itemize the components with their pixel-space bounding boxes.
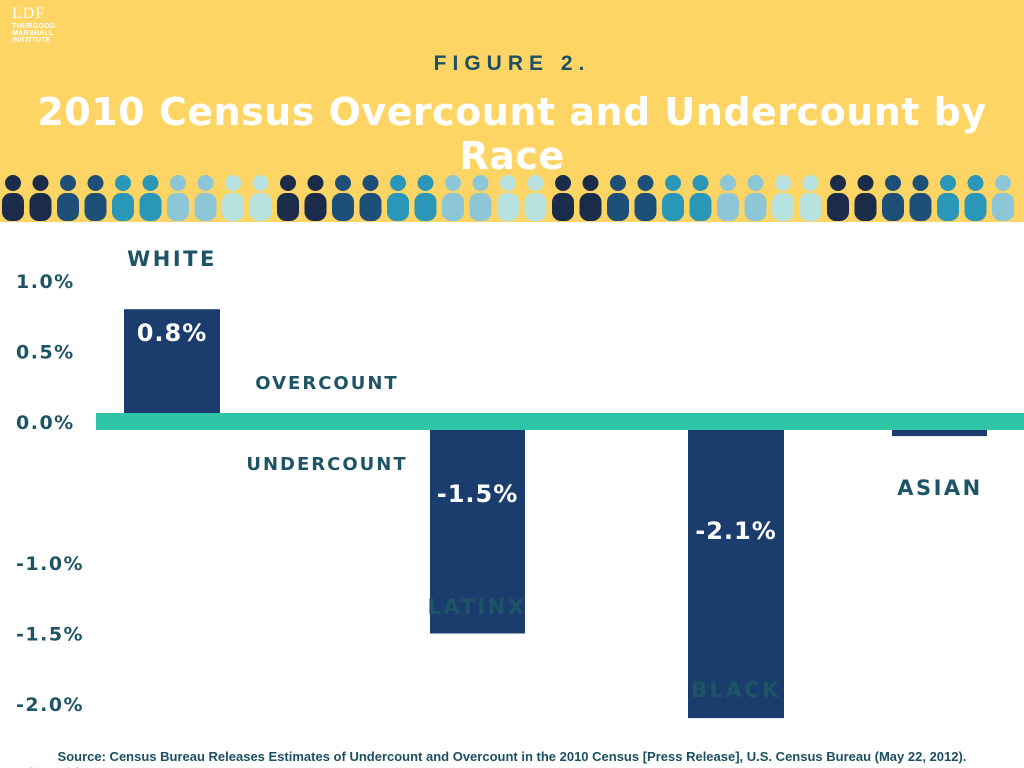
person-icon bbox=[167, 175, 189, 221]
ldf-logo: LDF THURGOOD MARSHALL INSTITUTE bbox=[12, 5, 56, 45]
person-icon bbox=[717, 175, 739, 221]
category-label-white: WHITE bbox=[127, 247, 217, 271]
figure-label: FIGURE 2. bbox=[433, 52, 591, 75]
person-icon bbox=[442, 175, 464, 221]
person-icon bbox=[277, 175, 299, 221]
y-tick-label: 1.0% bbox=[16, 271, 75, 293]
y-tick-label: 0.5% bbox=[16, 342, 75, 364]
logo-line-2: MARSHALL bbox=[12, 30, 54, 38]
person-icon bbox=[552, 175, 574, 221]
chart-title: 2010 Census Overcount and Undercount by … bbox=[37, 90, 987, 178]
person-icon bbox=[964, 175, 987, 221]
person-icon bbox=[607, 175, 629, 221]
person-icon bbox=[112, 175, 134, 221]
logo-mark: LDF bbox=[12, 5, 46, 22]
source-note: Source: Census Bureau Releases Estimates… bbox=[57, 749, 967, 764]
person-icon bbox=[744, 175, 767, 221]
person-icon bbox=[139, 175, 162, 221]
logo-line-3: INSTITUTE bbox=[12, 37, 51, 45]
person-icon bbox=[937, 175, 959, 221]
person-icon bbox=[827, 175, 849, 221]
y-tick-label: -2.5% bbox=[16, 765, 84, 768]
person-icon bbox=[29, 175, 52, 221]
person-icon bbox=[689, 175, 712, 221]
person-icon bbox=[882, 175, 904, 221]
person-icon bbox=[84, 175, 107, 221]
data-label-white: 0.8% bbox=[137, 319, 208, 347]
person-icon bbox=[304, 175, 327, 221]
person-icon bbox=[249, 175, 272, 221]
category-label-latinx: LATINX bbox=[428, 595, 527, 619]
person-icon bbox=[57, 175, 79, 221]
y-tick-label: -2.0% bbox=[16, 694, 84, 716]
logo-line-1: THURGOOD bbox=[12, 22, 56, 30]
person-icon bbox=[359, 175, 382, 221]
y-tick-label: -1.0% bbox=[16, 553, 84, 575]
person-icon bbox=[909, 175, 932, 221]
header-banner: LDF THURGOOD MARSHALL INSTITUTE FIGURE 2… bbox=[0, 0, 1024, 222]
category-label-asian: ASIAN bbox=[897, 476, 983, 500]
person-icon bbox=[469, 175, 492, 221]
zero-line bbox=[96, 413, 1024, 430]
person-icon bbox=[414, 175, 437, 221]
bar-black bbox=[688, 422, 784, 719]
person-icon bbox=[332, 175, 354, 221]
y-tick-label: -1.5% bbox=[16, 624, 84, 646]
person-icon bbox=[854, 175, 877, 221]
data-label-black: -2.1% bbox=[695, 517, 777, 545]
person-icon bbox=[579, 175, 602, 221]
person-icon bbox=[799, 175, 822, 221]
person-icon bbox=[992, 175, 1014, 221]
people-icon-row bbox=[2, 175, 1014, 221]
overcount-annotation: OVERCOUNT bbox=[255, 373, 398, 394]
person-icon bbox=[2, 175, 24, 221]
bar-latinx bbox=[430, 422, 525, 634]
person-icon bbox=[524, 175, 547, 221]
person-icon bbox=[662, 175, 684, 221]
data-label-asian: -0.1% bbox=[899, 432, 981, 460]
bar-white bbox=[124, 309, 220, 422]
undercount-annotation: UNDERCOUNT bbox=[246, 454, 407, 475]
y-tick-label: 0.0% bbox=[16, 412, 75, 434]
category-label-black: BLACK bbox=[691, 678, 781, 702]
person-icon bbox=[634, 175, 657, 221]
person-icon bbox=[222, 175, 244, 221]
person-icon bbox=[772, 175, 794, 221]
data-label-latinx: -1.5% bbox=[437, 480, 519, 508]
person-icon bbox=[497, 175, 519, 221]
person-icon bbox=[194, 175, 217, 221]
person-icon bbox=[387, 175, 409, 221]
